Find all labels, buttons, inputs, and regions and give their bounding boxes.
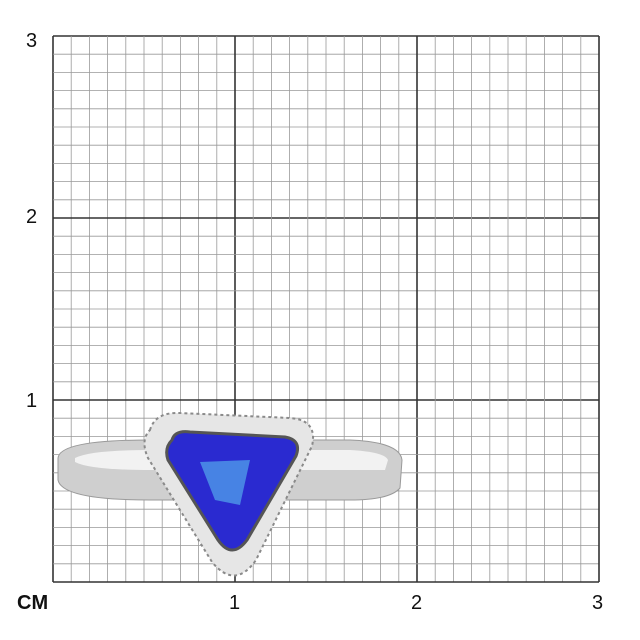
gem-highlight [200, 460, 250, 505]
y-tick-2: 2 [26, 206, 38, 228]
x-tick-3: 3 [592, 592, 604, 614]
unit-label: CM [17, 592, 49, 614]
ring-image [57, 411, 403, 577]
x-tick-2: 2 [411, 592, 423, 614]
y-tick-1: 1 [26, 390, 38, 412]
y-tick-3: 3 [26, 30, 38, 52]
x-tick-1: 1 [229, 592, 241, 614]
